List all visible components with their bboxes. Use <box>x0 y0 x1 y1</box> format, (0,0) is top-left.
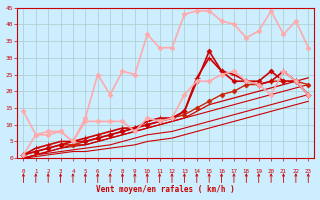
X-axis label: Vent moyen/en rafales ( km/h ): Vent moyen/en rafales ( km/h ) <box>96 185 235 194</box>
